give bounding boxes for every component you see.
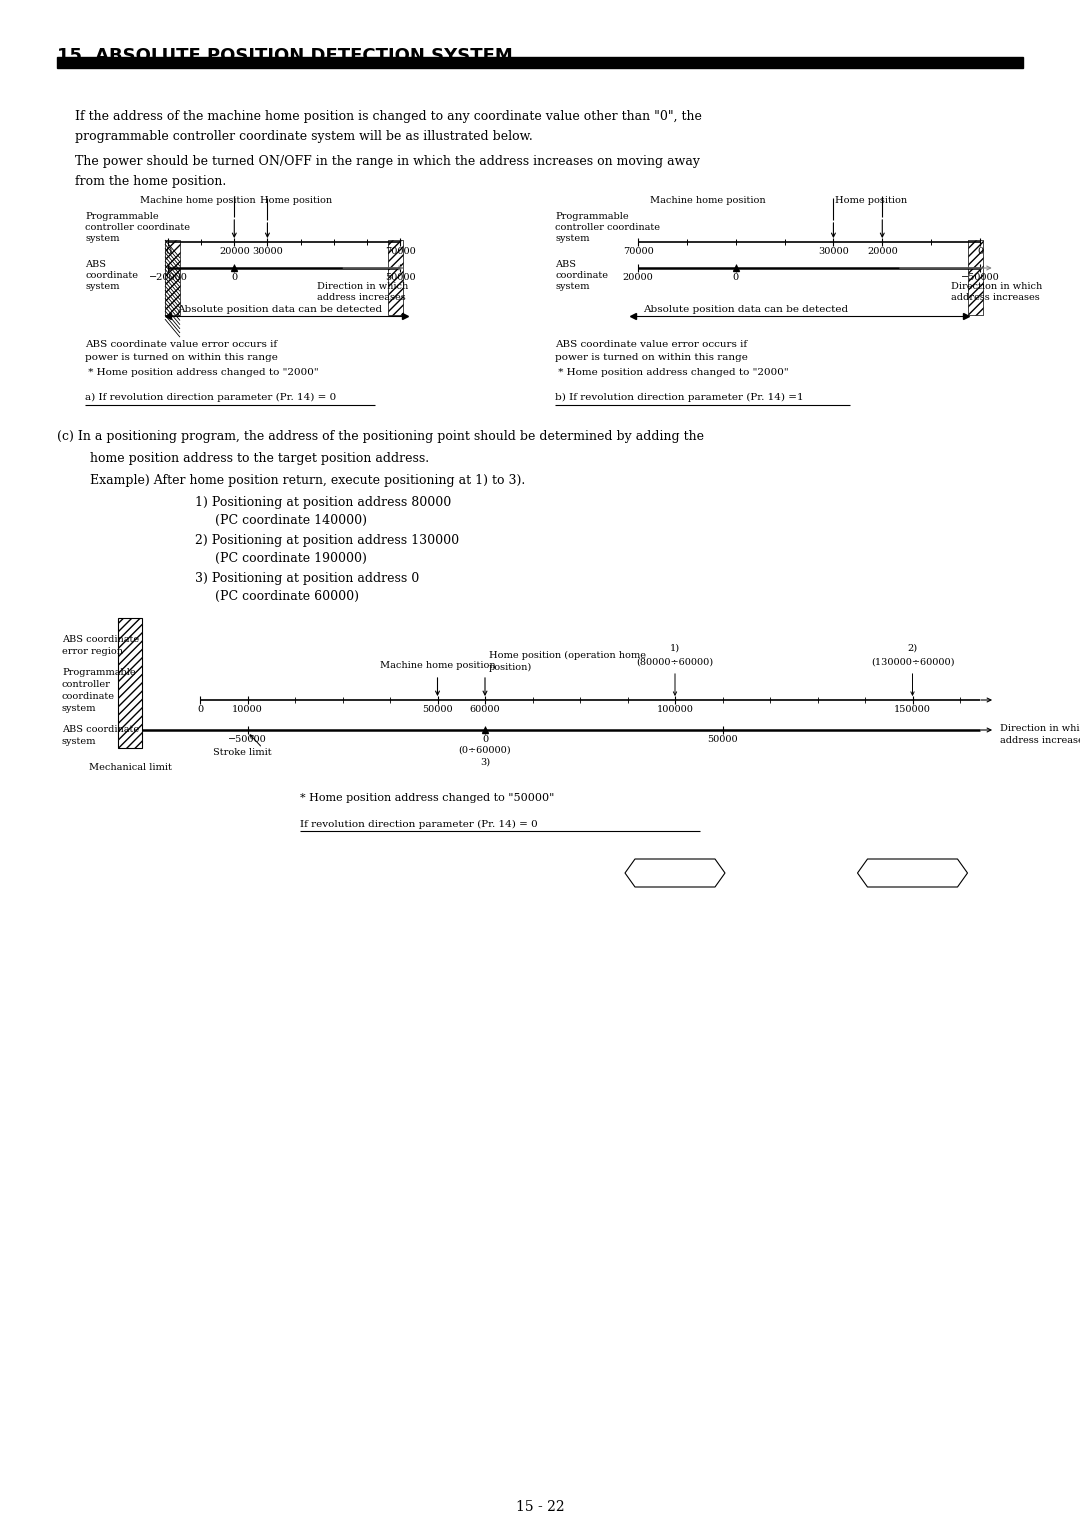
- Text: 3): 3): [480, 758, 490, 767]
- Text: coordinate: coordinate: [555, 270, 608, 280]
- Text: Direction in which: Direction in which: [950, 283, 1042, 290]
- Text: (80000÷60000): (80000÷60000): [636, 657, 714, 666]
- Text: controller: controller: [62, 680, 111, 689]
- Text: The power should be turned ON/OFF in the range in which the address increases on: The power should be turned ON/OFF in the…: [75, 154, 700, 168]
- Text: address increases: address increases: [950, 293, 1040, 303]
- Text: 150000: 150000: [894, 704, 931, 714]
- Text: power is turned on within this range: power is turned on within this range: [555, 353, 747, 362]
- Text: 100000: 100000: [657, 704, 693, 714]
- Text: (0÷60000): (0÷60000): [459, 746, 511, 755]
- Text: Direction in which: Direction in which: [1000, 724, 1080, 733]
- Text: 0: 0: [165, 248, 171, 257]
- Text: Stroke limit: Stroke limit: [213, 749, 272, 756]
- Text: Programmable: Programmable: [85, 212, 159, 222]
- Text: address increases: address increases: [318, 293, 406, 303]
- Text: ABS: ABS: [85, 260, 106, 269]
- Text: 20000: 20000: [867, 248, 897, 257]
- Text: (c) In a positioning program, the address of the positioning point should be det: (c) In a positioning program, the addres…: [57, 429, 704, 443]
- Text: b) If revolution direction parameter (Pr. 14) =1: b) If revolution direction parameter (Pr…: [555, 393, 804, 402]
- Text: 50000: 50000: [422, 704, 453, 714]
- Text: 2) Positioning at position address 130000: 2) Positioning at position address 13000…: [195, 533, 459, 547]
- Text: Mechanical limit: Mechanical limit: [89, 762, 172, 772]
- Text: * Home position address changed to "2000": * Home position address changed to "2000…: [85, 368, 319, 377]
- Text: ABS coordinate value error occurs if: ABS coordinate value error occurs if: [555, 341, 747, 348]
- Text: Direction in which: Direction in which: [318, 283, 408, 290]
- Text: Example) After home position return, execute positioning at 1) to 3).: Example) After home position return, exe…: [90, 474, 525, 487]
- Text: (PC coordinate 140000): (PC coordinate 140000): [215, 513, 367, 527]
- Text: from the home position.: from the home position.: [75, 176, 226, 188]
- Text: 50000: 50000: [384, 274, 416, 283]
- Text: coordinate: coordinate: [62, 692, 114, 701]
- Text: system: system: [62, 704, 96, 714]
- Text: 2): 2): [907, 643, 918, 652]
- Text: 1): 1): [670, 643, 680, 652]
- Text: 1) Positioning at position address 80000: 1) Positioning at position address 80000: [195, 497, 451, 509]
- Text: 0: 0: [977, 248, 983, 257]
- Text: 20000: 20000: [623, 274, 653, 283]
- Text: position): position): [489, 663, 532, 672]
- Text: system: system: [62, 736, 96, 746]
- Text: (130000÷60000): (130000÷60000): [870, 657, 955, 666]
- Text: 15 - 22: 15 - 22: [515, 1500, 565, 1514]
- Text: 3) Positioning at position address 0: 3) Positioning at position address 0: [195, 571, 419, 585]
- Text: 70000: 70000: [384, 248, 416, 257]
- Text: ABS: ABS: [555, 260, 576, 269]
- Text: ABS coordinate value error occurs if: ABS coordinate value error occurs if: [85, 341, 278, 348]
- Text: Machine home position: Machine home position: [380, 662, 496, 669]
- Text: 70000: 70000: [623, 248, 653, 257]
- Text: * Home position address changed to "2000": * Home position address changed to "2000…: [555, 368, 788, 377]
- Text: Home position (operation home: Home position (operation home: [489, 651, 646, 660]
- Text: power is turned on within this range: power is turned on within this range: [85, 353, 278, 362]
- Text: Home position: Home position: [260, 196, 333, 205]
- Text: ABS coordinate: ABS coordinate: [62, 636, 139, 643]
- Text: Absolute position data can be detected: Absolute position data can be detected: [643, 306, 848, 313]
- Text: system: system: [555, 234, 590, 243]
- Text: 15. ABSOLUTE POSITION DETECTION SYSTEM: 15. ABSOLUTE POSITION DETECTION SYSTEM: [57, 47, 513, 66]
- Text: Home position: Home position: [835, 196, 907, 205]
- Text: 0: 0: [231, 274, 238, 283]
- Text: 0: 0: [482, 735, 488, 744]
- Polygon shape: [625, 859, 725, 886]
- Text: −50000: −50000: [960, 274, 999, 283]
- Text: 50000: 50000: [707, 735, 738, 744]
- Text: 20000: 20000: [219, 248, 249, 257]
- Bar: [968, 240, 983, 315]
- Text: 10000: 10000: [232, 704, 262, 714]
- Bar: [57, 57, 1023, 69]
- Text: Programmable: Programmable: [62, 668, 136, 677]
- Text: coordinate: coordinate: [85, 270, 138, 280]
- Text: system: system: [85, 283, 120, 290]
- Text: programmable controller coordinate system will be as illustrated below.: programmable controller coordinate syste…: [75, 130, 532, 144]
- Bar: [388, 240, 403, 315]
- Text: error region: error region: [62, 646, 123, 656]
- Text: system: system: [555, 283, 590, 290]
- Text: 0: 0: [732, 274, 739, 283]
- Text: (PC coordinate 60000): (PC coordinate 60000): [215, 590, 359, 604]
- Text: 30000: 30000: [252, 248, 283, 257]
- Text: Machine home position: Machine home position: [140, 196, 256, 205]
- Text: (PC coordinate 190000): (PC coordinate 190000): [215, 552, 367, 565]
- Text: 30000: 30000: [818, 248, 849, 257]
- Text: Programmable: Programmable: [555, 212, 629, 222]
- Bar: [165, 240, 180, 315]
- Text: −20000: −20000: [149, 274, 188, 283]
- Text: If the address of the machine home position is changed to any coordinate value o: If the address of the machine home posit…: [75, 110, 702, 122]
- Bar: [118, 617, 141, 749]
- Text: * Home position address changed to "50000": * Home position address changed to "5000…: [300, 793, 554, 804]
- Text: home position address to the target position address.: home position address to the target posi…: [90, 452, 429, 465]
- Text: system: system: [85, 234, 120, 243]
- Text: 60000: 60000: [470, 704, 500, 714]
- Text: ABS coordinate: ABS coordinate: [62, 724, 139, 733]
- Text: Absolute position data can be detected: Absolute position data can be detected: [177, 306, 382, 313]
- Text: −50000: −50000: [228, 735, 267, 744]
- Text: 0: 0: [197, 704, 203, 714]
- Text: controller coordinate: controller coordinate: [85, 223, 190, 232]
- Text: If revolution direction parameter (Pr. 14) = 0: If revolution direction parameter (Pr. 1…: [300, 821, 538, 830]
- Text: Machine home position: Machine home position: [650, 196, 766, 205]
- Text: controller coordinate: controller coordinate: [555, 223, 660, 232]
- Text: a) If revolution direction parameter (Pr. 14) = 0: a) If revolution direction parameter (Pr…: [85, 393, 336, 402]
- Text: address increases: address increases: [1000, 736, 1080, 746]
- Polygon shape: [858, 859, 968, 886]
